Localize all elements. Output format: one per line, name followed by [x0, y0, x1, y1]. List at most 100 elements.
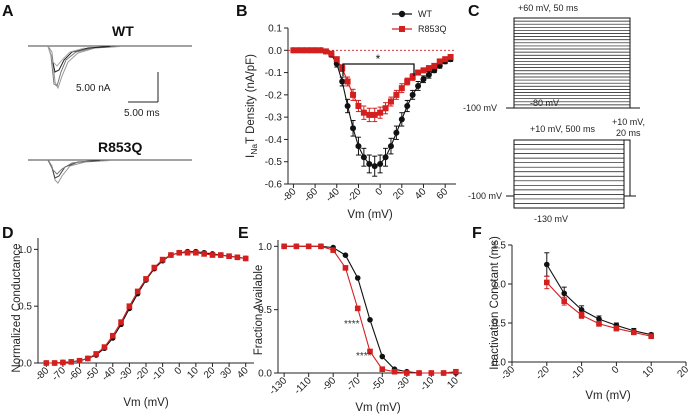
- series-wt-point: [561, 290, 567, 297]
- chart-b-y-tick-label: -0.6: [265, 180, 283, 191]
- chart-d-x-tick-label: -30: [117, 365, 135, 383]
- chart-d-x-tick-label: 20: [202, 365, 218, 381]
- chart-f-ylabel: Inactivation Constant (ms): [489, 236, 501, 370]
- panel-e: E 0.00.51.0-130 -110 -90 -70 -50 -30 -10 10 Vm …: [238, 225, 462, 414]
- panel-letter-c: C: [468, 3, 480, 20]
- series-mutant-point: [301, 47, 308, 54]
- series-mutant-point: [176, 249, 183, 256]
- chart-b-ylabel: INaT Density (nA/pF): [245, 54, 259, 158]
- chart-f-x-tick-label: -20: [534, 364, 552, 382]
- chart-e-x-tick-label: -50: [369, 375, 387, 393]
- series-wt-point: [596, 316, 602, 322]
- chart-d-y-tick-label: 1.0: [18, 245, 32, 256]
- series-mutant-point: [339, 65, 346, 72]
- wt-current-traces: [28, 45, 192, 90]
- chart-e-x-tick-label: -70: [345, 375, 363, 393]
- chart-e-x-tick-label: -10: [418, 375, 436, 393]
- mutant-trace-3: [47, 159, 91, 175]
- series-mutant-point: [631, 329, 637, 336]
- series-mutant-point: [360, 109, 367, 116]
- series-mutant-point: [447, 53, 454, 60]
- chart-f-x-tick-label: 10: [641, 364, 657, 380]
- chart-b-y-tick-label: -0.5: [265, 157, 283, 168]
- series-mutant-point: [442, 56, 449, 63]
- series-mutant-point: [367, 348, 373, 355]
- series-mutant-point: [328, 50, 335, 57]
- series-mutant-point: [409, 74, 416, 81]
- chart-b-ylabel-sub: Na: [249, 144, 259, 155]
- series-wt-point: [366, 160, 373, 167]
- series-mutant-point: [561, 298, 567, 304]
- series-mutant-point: [344, 78, 351, 85]
- chart-f-y-tick-label: 0.0: [492, 358, 506, 369]
- series-mutant-point: [193, 249, 199, 256]
- chart-b-y-tick-label: 0.0: [268, 46, 282, 57]
- chart-b-x-tick-label: -20: [346, 186, 364, 204]
- series-mutant-point: [293, 243, 300, 250]
- series-mutant-point: [151, 264, 158, 271]
- chart-d: 0.0 0.5 1.0 -80-70-60-50-40-30-20-10 0 10 20 30…: [18, 238, 254, 383]
- chart-f-x-tick-label: -10: [569, 364, 587, 382]
- chart-f-y-tick-label: 0.5: [492, 319, 506, 330]
- series-wt-point: [342, 252, 349, 258]
- series-wt-point: [544, 261, 550, 268]
- panel-d: D 0.0 0.5 1.0 -80-70-60-50-40-30-20-10 0 10 20…: [2, 225, 254, 409]
- panel-letter-b: B: [236, 3, 248, 20]
- series-wt-point: [578, 306, 585, 313]
- chart-f-y-tick-label: 1.0: [492, 280, 506, 291]
- series-mutant-point: [201, 251, 207, 257]
- chart-d-x-tick-label: 30: [219, 365, 235, 381]
- series-mutant-point: [109, 332, 116, 339]
- series-mutant-point: [312, 47, 319, 54]
- series-wt-point: [367, 317, 373, 323]
- series-mutant-point: [143, 276, 149, 282]
- series-wt-point: [420, 76, 427, 83]
- series-wt-point: [344, 103, 351, 109]
- series-mutant-point: [43, 360, 50, 366]
- inactivation-protocol: [506, 139, 636, 209]
- series-wt-point: [404, 103, 411, 109]
- series-mutant-point: [436, 58, 443, 65]
- series-wt-point: [409, 91, 416, 98]
- series-mutant-point: [648, 333, 654, 340]
- chart-e-x-tick-label: -30: [394, 375, 412, 393]
- series-mutant-point: [425, 65, 432, 72]
- series-mutant-point: [355, 103, 362, 109]
- chart-d-ylabel: Normalized Conductance: [11, 243, 23, 372]
- series-wt-point: [350, 125, 357, 132]
- mutant-trace-label: R853Q: [98, 139, 142, 155]
- series-mutant-point: [366, 111, 373, 118]
- series-wt-point: [425, 71, 432, 78]
- series-wt-point: [393, 129, 400, 136]
- series-wt-point: [415, 82, 422, 89]
- series-mutant-point: [382, 105, 389, 112]
- chart-b-legend: WT R853Q: [392, 9, 447, 34]
- series-mutant-point: [404, 370, 410, 376]
- series-mutant-point: [305, 243, 312, 250]
- significance-bracket: *: [342, 52, 415, 76]
- significance-bracket-line: [342, 63, 415, 76]
- scale-bar: 5.00 nA 5.00 ms: [76, 72, 160, 119]
- chart-e-ylabel: Fraction Available: [253, 265, 265, 356]
- series-mutant-point: [118, 319, 124, 325]
- series-mutant-point: [333, 56, 340, 63]
- chart-d-x-tick-label: -10: [150, 365, 168, 383]
- series-mutant-point: [68, 359, 75, 365]
- panel-letter-d: D: [2, 225, 14, 242]
- series-mutant-point: [234, 254, 241, 261]
- chart-b-x-tick-label: -60: [302, 186, 320, 204]
- chart-d-x-tick-label: -80: [33, 365, 51, 383]
- series-mutant-point: [544, 279, 550, 286]
- activation-step-label: +60 mV, 50 ms: [518, 3, 578, 13]
- chart-e-x-tick-label: 10: [445, 375, 461, 391]
- panel-f: F 0.00.51.01.5-30 -20 -10 0 10 20 Vm (mV) Ina…: [472, 225, 691, 402]
- series-wt-point: [355, 143, 362, 150]
- series-mutant-point: [398, 85, 405, 92]
- series-wt-point: [382, 154, 389, 161]
- series-mutant-point: [596, 320, 602, 327]
- scale-current-label: 5.00 nA: [76, 83, 111, 94]
- series-mutant-point: [306, 47, 313, 54]
- series-mutant-point: [416, 370, 422, 376]
- series-mutant-point: [209, 252, 216, 258]
